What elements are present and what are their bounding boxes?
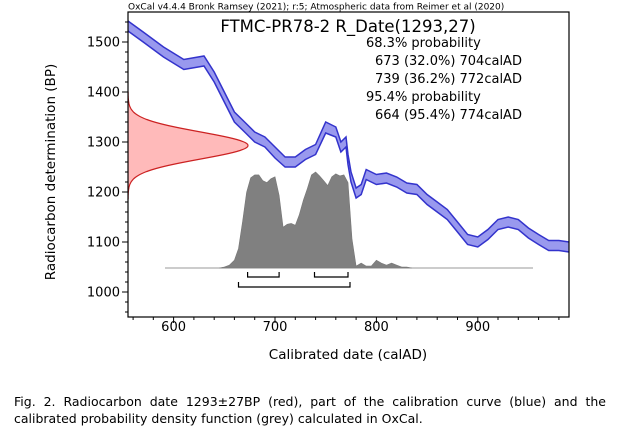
y-tick-label: 1300: [87, 136, 120, 151]
figure-caption: Fig. 2. Radiocarbon date 1293±27BP (red)…: [14, 394, 606, 426]
annotation-68-range-2: 739 (36.2%) 772calAD: [375, 72, 522, 87]
range-68-bracket-1: [247, 272, 280, 278]
calibration-band-lower-line: [127, 30, 570, 253]
y-axis-ticks: 1000 1100 1200 1300 1400 1500: [87, 21, 128, 313]
probability-annotations: 68.3% probability 673 (32.0%) 704calAD 7…: [366, 36, 522, 123]
y-tick-label: 1200: [87, 186, 120, 201]
calibrated-probability-density: [165, 171, 533, 269]
annotation-68-range-1: 673 (32.0%) 704calAD: [375, 54, 522, 69]
date-distribution-fill: [128, 91, 248, 200]
x-axis-ticks: 600 700 800 900: [132, 317, 560, 335]
calibration-band-fill: [128, 21, 569, 252]
attribution-text: OxCal v4.4.4 Bronk Ramsey (2021); r:5; A…: [128, 3, 504, 13]
x-tick-label: 600: [161, 320, 186, 335]
radiocarbon-date-distribution: [127, 91, 249, 200]
annotation-95-heading: 95.4% probability: [366, 90, 481, 105]
annotation-68-heading: 68.3% probability: [366, 36, 481, 51]
plot-frame: [127, 11, 570, 318]
calibration-chart: OxCal v4.4.4 Bronk Ramsey (2021); r:5; A…: [43, 3, 570, 363]
probability-range-brackets: [237, 272, 351, 288]
range-68-bracket-2: [313, 272, 349, 278]
y-tick-label: 1500: [87, 36, 120, 51]
y-tick-label: 1000: [87, 286, 120, 301]
x-tick-label: 800: [364, 320, 389, 335]
chart-title: FTMC-PR78-2 R_Date(1293,27): [220, 17, 475, 37]
x-tick-label: 700: [263, 320, 288, 335]
y-axis-label: Radiocarbon determination (BP): [43, 64, 59, 280]
calibration-curve-band: [127, 20, 570, 253]
plot-area: [127, 20, 570, 288]
calibration-band-upper-line: [127, 20, 570, 243]
density-area: [219, 171, 412, 269]
range-95-bracket-1: [237, 282, 351, 288]
y-tick-label: 1400: [87, 86, 120, 101]
date-distribution-line: [127, 91, 249, 200]
x-axis-label: Calibrated date (calAD): [269, 347, 427, 363]
annotation-95-range-1: 664 (95.4%) 774calAD: [375, 108, 522, 123]
x-tick-label: 900: [465, 320, 490, 335]
y-tick-label: 1100: [87, 236, 120, 251]
